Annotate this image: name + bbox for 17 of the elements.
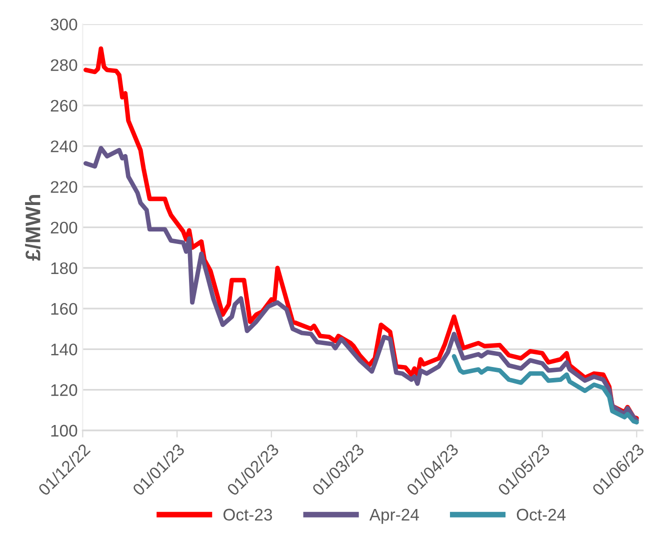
y-tick-label: 300	[50, 18, 78, 30]
y-tick-label: 160	[51, 302, 78, 315]
legend-label: Oct-24	[516, 508, 566, 521]
y-tick-label: 180	[51, 262, 78, 274]
y-axis-title: £/MWh	[25, 195, 41, 261]
line-series	[84, 146, 639, 422]
y-tick-label: 140	[51, 344, 78, 356]
y-tick-label: 220	[50, 181, 78, 193]
y-tick-label: 120	[51, 384, 78, 396]
y-tick-label: 240	[50, 140, 78, 152]
y-tick-label: 200	[50, 222, 78, 234]
y-tick-label: 100	[51, 424, 78, 437]
y-tick-label: 280	[50, 59, 78, 72]
legend-label: Oct-23	[223, 508, 272, 521]
y-tick-label: 260	[50, 100, 78, 112]
line-series	[452, 354, 639, 424]
legend-label: Apr-24	[369, 508, 419, 524]
